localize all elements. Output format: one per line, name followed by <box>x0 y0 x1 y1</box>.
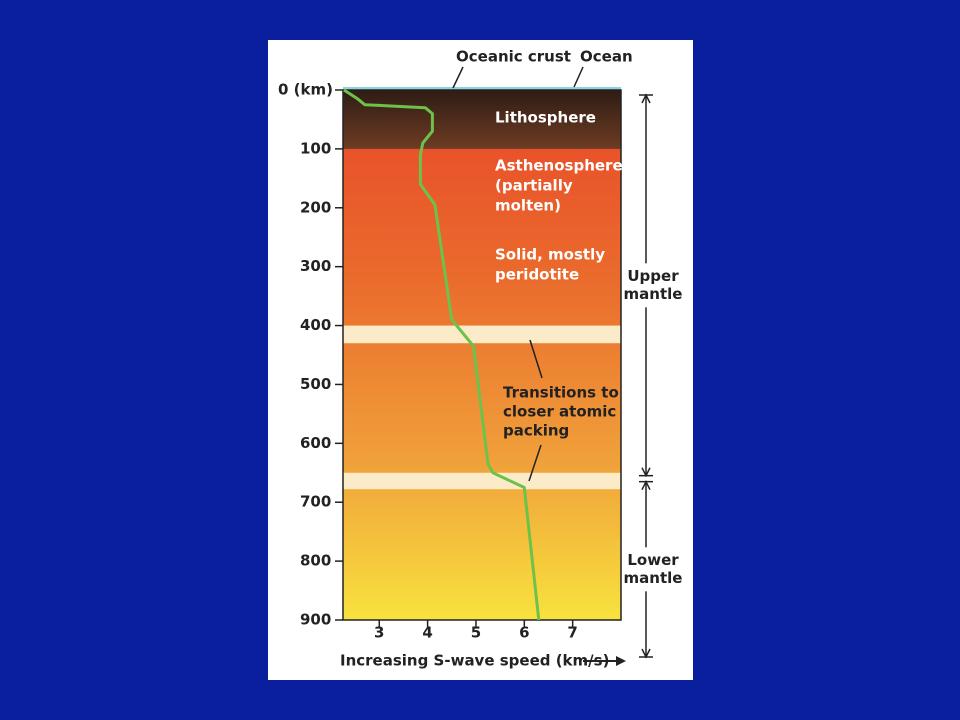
pointer <box>452 66 464 89</box>
transition-layer <box>343 472 621 490</box>
arrowhead <box>641 467 651 478</box>
annotation: Transitions to <box>503 384 619 402</box>
y-tick-label: 200 <box>300 198 331 216</box>
bracket-label: mantle <box>624 569 683 587</box>
bracket-label: mantle <box>624 285 683 303</box>
annotation: Oceanic crust <box>456 48 571 66</box>
annotation: Ocean <box>580 48 633 66</box>
plot-frame <box>342 89 622 621</box>
y-tick-label: 800 <box>300 552 331 570</box>
annotation: packing <box>503 422 569 440</box>
annotation: Asthenosphere <box>495 157 623 175</box>
annotation: Solid, mostly <box>495 246 605 264</box>
pointer <box>573 66 584 88</box>
pointer <box>529 339 543 379</box>
arrowhead <box>641 479 651 491</box>
bracket-label: Upper <box>627 267 679 285</box>
annotation: closer atomic <box>503 403 616 421</box>
y-tick-label: 600 <box>300 434 331 452</box>
x-axis-label: Increasing S-wave speed (km/s) <box>340 652 609 670</box>
annotation: Lithosphere <box>495 109 596 127</box>
lithosphere-layer <box>343 90 621 149</box>
arrowhead <box>641 93 651 104</box>
transition-layer <box>343 325 621 344</box>
x-tick-label: 3 <box>374 624 384 642</box>
light-labels: Lithosphere Asthenosphere (partially molten… <box>495 109 623 284</box>
bracket-label: Lower <box>627 551 679 569</box>
x-axis-arrowhead <box>616 656 626 666</box>
arrowhead <box>641 648 651 659</box>
y-tick-label: 700 <box>300 493 331 511</box>
y-tick-label: 0 (km) <box>278 81 333 99</box>
pointer <box>528 444 542 482</box>
annotation: peridotite <box>495 266 579 284</box>
speed-line <box>343 88 541 621</box>
ocean-layer <box>343 87 621 90</box>
label-bg <box>624 263 668 308</box>
x-tick-label: 4 <box>422 624 432 642</box>
x-tick-label: 6 <box>519 624 529 642</box>
x-tick-label: 5 <box>471 624 481 642</box>
plot-background <box>343 90 621 620</box>
label-bg <box>624 547 668 592</box>
y-tick-label: 100 <box>300 139 331 157</box>
y-tick-label: 400 <box>300 316 331 334</box>
y-tick-label: 500 <box>300 375 331 393</box>
y-tick-label: 900 <box>300 611 331 629</box>
y-tick-label: 300 <box>300 257 331 275</box>
x-tick-label: 7 <box>567 624 577 642</box>
annotation: (partially <box>495 177 573 195</box>
annotation: molten) <box>495 197 561 215</box>
